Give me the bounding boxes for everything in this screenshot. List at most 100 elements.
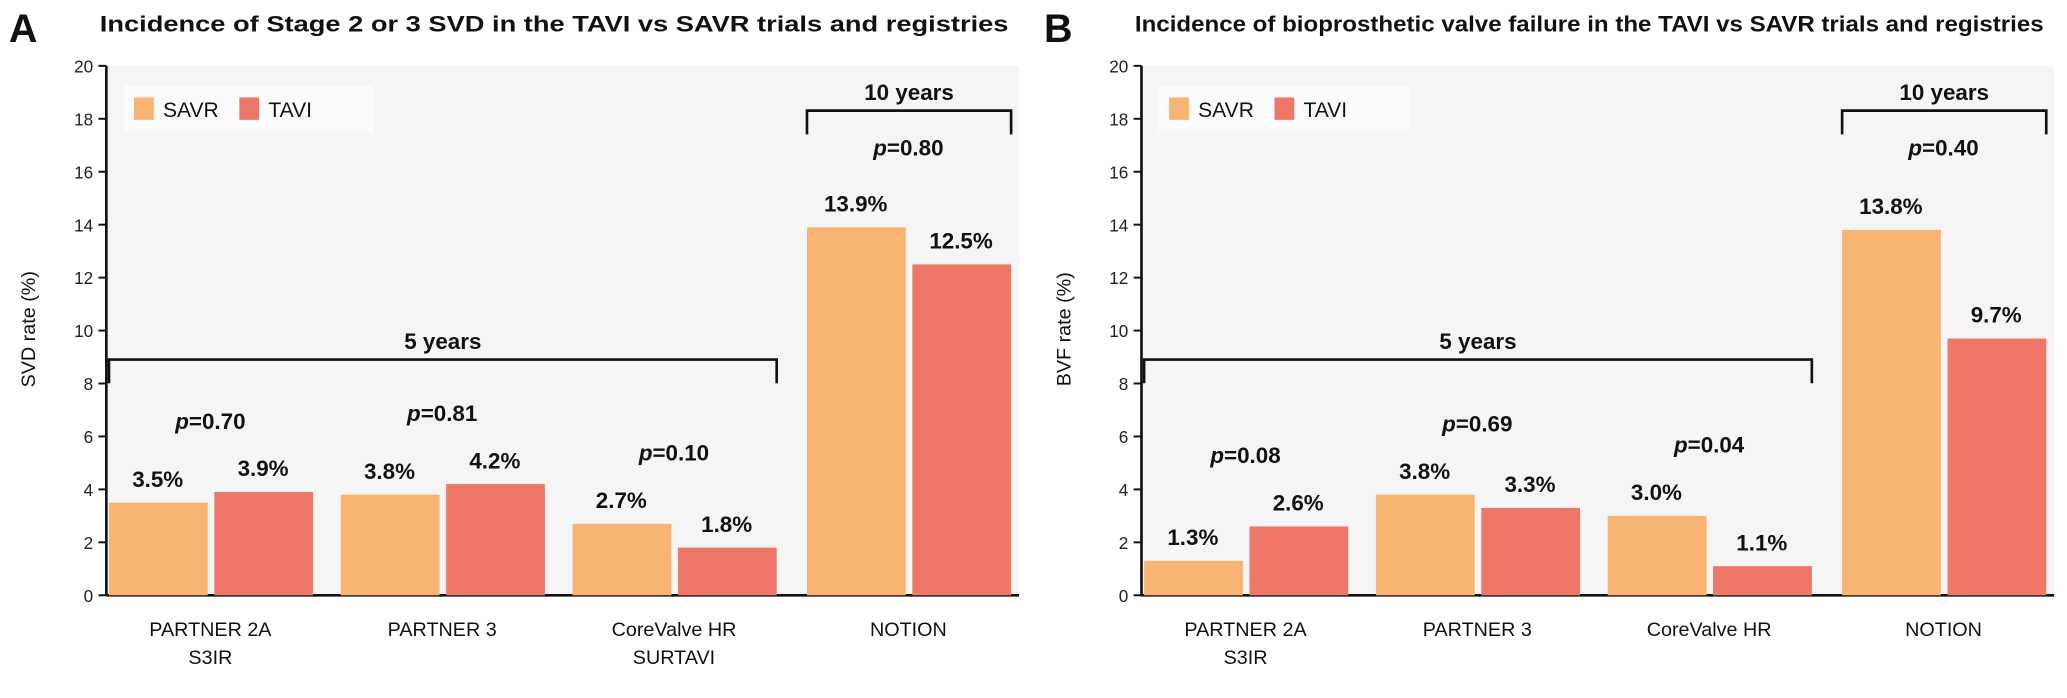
bar-savr bbox=[806, 227, 906, 596]
chart-title: Incidence of Stage 2 or 3 SVD in the TAV… bbox=[100, 12, 1009, 37]
bar-value-label: 2.6% bbox=[1273, 491, 1324, 516]
p-value-label: p=0.08 bbox=[1209, 443, 1280, 468]
y-tick-label: 20 bbox=[74, 57, 93, 76]
legend: SAVR TAVI bbox=[123, 85, 374, 132]
bracket-label: 5 years bbox=[404, 329, 481, 354]
y-tick-label: 2 bbox=[1119, 534, 1129, 553]
y-tick-label: 8 bbox=[1119, 375, 1129, 394]
legend: SAVR TAVI bbox=[1158, 85, 1409, 132]
bar-value-label: 1.8% bbox=[701, 512, 752, 537]
bar-value-label: 9.7% bbox=[1971, 303, 2022, 328]
x-category-label: S3IR bbox=[188, 647, 232, 669]
y-tick-label: 10 bbox=[1109, 322, 1128, 341]
bracket-line bbox=[1142, 358, 1814, 384]
legend-label-tavi: TAVI bbox=[268, 99, 312, 122]
p-value: =0.08 bbox=[1224, 443, 1281, 468]
x-category-label: S3IR bbox=[1224, 647, 1268, 669]
y-tick-label: 12 bbox=[1109, 269, 1128, 288]
p-value: =0.70 bbox=[189, 409, 246, 434]
bar-savr bbox=[572, 523, 672, 596]
x-category-label: PARTNER 2A bbox=[1184, 619, 1307, 641]
p-symbol: p bbox=[1441, 411, 1456, 436]
bracket-10-years: 10 years bbox=[805, 80, 1013, 135]
bar-savr bbox=[1607, 515, 1707, 596]
bar-value-label: 13.8% bbox=[1859, 194, 1923, 219]
bar-value-label: 13.9% bbox=[824, 192, 888, 217]
y-tick-label: 16 bbox=[1109, 163, 1128, 182]
y-tick-label: 12 bbox=[74, 269, 93, 288]
bracket-5-years: 5 years bbox=[107, 329, 779, 384]
p-symbol: p bbox=[1673, 433, 1688, 458]
bracket-label: 10 years bbox=[864, 80, 954, 105]
bracket-line bbox=[1840, 109, 2048, 135]
y-tick-label: 4 bbox=[84, 481, 94, 500]
legend-swatch-tavi bbox=[239, 97, 260, 120]
y-tick-label: 0 bbox=[84, 587, 94, 606]
bar-value-label: 1.3% bbox=[1167, 525, 1218, 550]
x-category-label: CoreValve HR bbox=[612, 619, 737, 641]
bar-value-label: 3.5% bbox=[132, 467, 183, 492]
p-value-label: p=0.69 bbox=[1441, 411, 1512, 436]
p-value: =0.04 bbox=[1688, 433, 1745, 458]
panel-label: A bbox=[9, 7, 38, 51]
x-category-label: PARTNER 3 bbox=[388, 619, 497, 641]
y-tick-label: 2 bbox=[84, 534, 94, 553]
y-tick-label: 14 bbox=[74, 216, 94, 235]
p-value-label: p=0.70 bbox=[174, 409, 245, 434]
bracket-10-years: 10 years bbox=[1840, 80, 2048, 135]
p-value-label: p=0.04 bbox=[1673, 433, 1745, 458]
panel-label: B bbox=[1044, 7, 1073, 51]
bar-savr bbox=[1375, 494, 1475, 596]
bracket-5-years: 5 years bbox=[1142, 329, 1814, 384]
p-value: =0.81 bbox=[421, 401, 478, 426]
y-tick-label: 14 bbox=[1109, 216, 1129, 235]
p-value-label: p=0.81 bbox=[406, 401, 477, 426]
bar-value-label: 3.8% bbox=[364, 459, 415, 484]
y-tick-label: 18 bbox=[74, 110, 93, 129]
legend-label-savr: SAVR bbox=[1198, 99, 1254, 122]
bar-tavi bbox=[912, 264, 1012, 596]
y-tick-label: 8 bbox=[84, 375, 94, 394]
x-category-label: NOTION bbox=[1905, 619, 1982, 641]
p-value-label: p=0.40 bbox=[1907, 135, 1978, 160]
p-symbol: p bbox=[1209, 443, 1224, 468]
x-category-label: PARTNER 2A bbox=[149, 619, 272, 641]
bar-tavi bbox=[214, 492, 314, 596]
x-category-label: PARTNER 3 bbox=[1423, 619, 1532, 641]
p-value: =0.69 bbox=[1456, 411, 1513, 436]
p-symbol: p bbox=[638, 441, 653, 466]
bar-value-label: 12.5% bbox=[929, 229, 993, 254]
bar-tavi bbox=[1249, 526, 1349, 596]
legend-label-savr: SAVR bbox=[163, 99, 219, 122]
y-tick-label: 6 bbox=[84, 428, 94, 447]
bracket-line bbox=[805, 109, 1013, 135]
bar-tavi bbox=[1481, 507, 1581, 596]
p-value: =0.80 bbox=[887, 135, 944, 160]
y-tick-label: 6 bbox=[1119, 428, 1129, 447]
p-value: =0.10 bbox=[652, 441, 709, 466]
chart-title: Incidence of bioprosthetic valve failure… bbox=[1135, 12, 2044, 37]
legend-swatch-savr bbox=[1169, 97, 1189, 120]
y-tick-label: 0 bbox=[1119, 587, 1129, 606]
bar-value-label: 3.3% bbox=[1505, 472, 1556, 497]
bar-tavi bbox=[1713, 566, 1812, 596]
y-tick-label: 10 bbox=[74, 322, 93, 341]
x-category-label: NOTION bbox=[870, 619, 947, 641]
y-tick-label: 18 bbox=[1109, 110, 1128, 129]
y-tick-label: 4 bbox=[1119, 481, 1129, 500]
bar-value-label: 3.8% bbox=[1399, 459, 1450, 484]
p-symbol: p bbox=[872, 135, 887, 160]
bar-value-label: 3.9% bbox=[238, 456, 289, 481]
bar-tavi bbox=[677, 547, 777, 596]
bracket-line bbox=[107, 358, 779, 384]
p-value-label: p=0.10 bbox=[638, 441, 709, 466]
y-tick-label: 20 bbox=[1109, 57, 1128, 76]
panel-a: A Incidence of Stage 2 or 3 SVD in the TA… bbox=[9, 7, 1020, 669]
legend-swatch-savr bbox=[134, 97, 154, 120]
bar-value-label: 3.0% bbox=[1631, 480, 1682, 505]
legend-swatch-tavi bbox=[1274, 97, 1295, 120]
bracket-label: 5 years bbox=[1439, 329, 1516, 354]
bar-savr bbox=[340, 494, 440, 596]
bar-value-label: 4.2% bbox=[469, 448, 520, 473]
x-category-label: SURTAVI bbox=[633, 647, 715, 669]
